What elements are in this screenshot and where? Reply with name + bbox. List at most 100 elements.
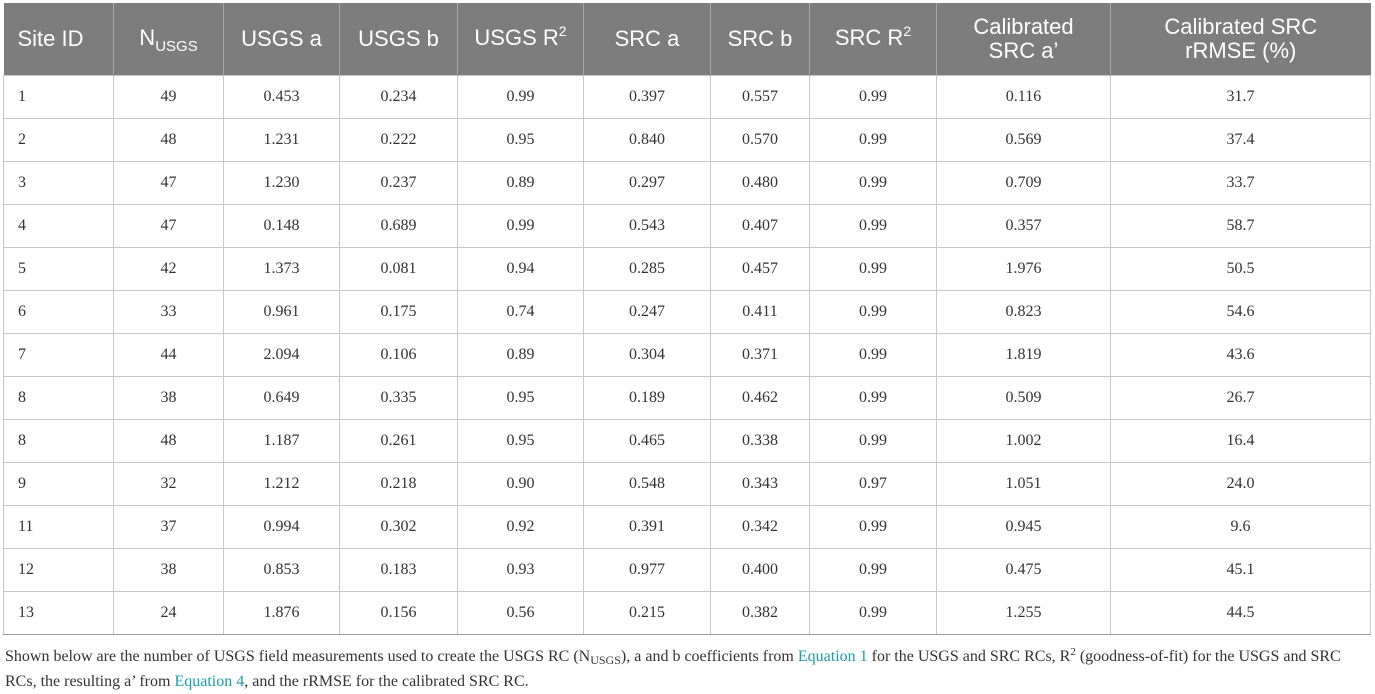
cell-src-a: 0.840	[583, 118, 711, 162]
header-usgs-a: USGS a	[223, 3, 340, 76]
header-src-a: SRC a	[583, 3, 711, 76]
header-usgs-b: USGS b	[339, 3, 458, 76]
cell-cal-a: 1.002	[936, 419, 1111, 463]
table-row: 8 48 1.187 0.261 0.95 0.465 0.338 0.99 1.002 16.4	[3, 419, 1371, 463]
cell-usgs-b: 0.218	[339, 462, 458, 506]
cell-src-a: 0.397	[583, 75, 711, 119]
cell-usgs-b: 0.081	[339, 247, 458, 291]
cell-src-a: 0.247	[583, 290, 711, 334]
cell-usgs-b: 0.175	[339, 290, 458, 334]
cell-usgs-b: 0.183	[339, 548, 458, 592]
table-row: 13 24 1.876 0.156 0.56 0.215 0.382 0.99 1.255 44.…	[3, 591, 1371, 635]
cell-src-r2: 0.97	[809, 462, 937, 506]
table-row: 4 47 0.148 0.689 0.99 0.543 0.407 0.99 0.357 58.7	[3, 204, 1371, 248]
cell-usgs-a: 0.148	[223, 204, 340, 248]
cell-cal-a: 0.116	[936, 75, 1111, 119]
cell-rrmse: 24.0	[1110, 462, 1371, 506]
cell-usgs-b: 0.156	[339, 591, 458, 635]
cell-usgs-r2: 0.99	[457, 204, 584, 248]
cell-usgs-b: 0.335	[339, 376, 458, 420]
cell-cal-a: 0.945	[936, 505, 1111, 549]
header-calibrated-src-a: Calibrated SRC a’	[936, 3, 1111, 76]
cell-site: 13	[3, 591, 114, 635]
cell-n: 49	[113, 75, 224, 119]
cell-rrmse: 50.5	[1110, 247, 1371, 291]
cell-src-r2: 0.99	[809, 548, 937, 592]
cell-site: 5	[3, 247, 114, 291]
cell-src-b: 0.462	[710, 376, 810, 420]
data-table: Site ID NUSGS USGS a USGS b USGS R2 SRC …	[3, 3, 1371, 635]
cell-src-a: 0.304	[583, 333, 711, 377]
cell-cal-a: 0.569	[936, 118, 1111, 162]
cell-n: 47	[113, 204, 224, 248]
cell-usgs-a: 0.853	[223, 548, 340, 592]
cell-src-a: 0.465	[583, 419, 711, 463]
cell-n: 48	[113, 118, 224, 162]
cell-src-a: 0.548	[583, 462, 711, 506]
cell-src-b: 0.343	[710, 462, 810, 506]
cell-rrmse: 54.6	[1110, 290, 1371, 334]
cell-n: 47	[113, 161, 224, 205]
cell-n: 42	[113, 247, 224, 291]
cell-n: 38	[113, 548, 224, 592]
cell-usgs-b: 0.689	[339, 204, 458, 248]
cell-site: 7	[3, 333, 114, 377]
cell-src-b: 0.407	[710, 204, 810, 248]
cell-src-a: 0.285	[583, 247, 711, 291]
header-usgs-r2: USGS R2	[457, 3, 584, 76]
cell-site: 1	[3, 75, 114, 119]
cell-usgs-r2: 0.90	[457, 462, 584, 506]
cell-usgs-b: 0.237	[339, 161, 458, 205]
cell-usgs-a: 1.231	[223, 118, 340, 162]
cell-site: 9	[3, 462, 114, 506]
cell-site: 6	[3, 290, 114, 334]
cell-usgs-a: 2.094	[223, 333, 340, 377]
cell-rrmse: 37.4	[1110, 118, 1371, 162]
cell-usgs-r2: 0.99	[457, 75, 584, 119]
table-row: 9 32 1.212 0.218 0.90 0.548 0.343 0.97 1.051 24.0	[3, 462, 1371, 506]
cell-usgs-r2: 0.89	[457, 333, 584, 377]
cell-src-b: 0.382	[710, 591, 810, 635]
cell-src-a: 0.543	[583, 204, 711, 248]
cell-src-b: 0.371	[710, 333, 810, 377]
table-row: 1 49 0.453 0.234 0.99 0.397 0.557 0.99 0.116 31.7	[3, 75, 1371, 119]
cell-src-b: 0.338	[710, 419, 810, 463]
cell-src-r2: 0.99	[809, 290, 937, 334]
cell-src-r2: 0.99	[809, 505, 937, 549]
table-caption: Shown below are the number of USGS field…	[5, 646, 1341, 690]
cell-cal-a: 1.976	[936, 247, 1111, 291]
cell-src-b: 0.480	[710, 161, 810, 205]
cell-src-b: 0.400	[710, 548, 810, 592]
cell-usgs-r2: 0.89	[457, 161, 584, 205]
cell-site: 11	[3, 505, 114, 549]
cell-cal-a: 0.475	[936, 548, 1111, 592]
cell-src-b: 0.570	[710, 118, 810, 162]
cell-src-a: 0.297	[583, 161, 711, 205]
cell-usgs-b: 0.261	[339, 419, 458, 463]
equation-4-link[interactable]: Equation 4	[174, 673, 245, 690]
cell-src-r2: 0.99	[809, 75, 937, 119]
equation-1-link[interactable]: Equation 1	[797, 648, 868, 665]
cell-cal-a: 1.051	[936, 462, 1111, 506]
table-row: 8 38 0.649 0.335 0.95 0.189 0.462 0.99 0.509 26.7	[3, 376, 1371, 420]
cell-src-b: 0.342	[710, 505, 810, 549]
cell-usgs-r2: 0.95	[457, 376, 584, 420]
cell-rrmse: 26.7	[1110, 376, 1371, 420]
header-src-r2: SRC R2	[809, 3, 937, 76]
cell-usgs-a: 0.961	[223, 290, 340, 334]
cell-usgs-r2: 0.56	[457, 591, 584, 635]
cell-rrmse: 44.5	[1110, 591, 1371, 635]
cell-site: 12	[3, 548, 114, 592]
cell-n: 48	[113, 419, 224, 463]
cell-cal-a: 0.357	[936, 204, 1111, 248]
cell-cal-a: 0.823	[936, 290, 1111, 334]
cell-cal-a: 1.819	[936, 333, 1111, 377]
cell-usgs-a: 0.994	[223, 505, 340, 549]
cell-site: 2	[3, 118, 114, 162]
cell-site: 3	[3, 161, 114, 205]
cell-usgs-r2: 0.95	[457, 118, 584, 162]
cell-usgs-a: 1.373	[223, 247, 340, 291]
table-row: 5 42 1.373 0.081 0.94 0.285 0.457 0.99 1.976 50.5	[3, 247, 1371, 291]
table-row: 12 38 0.853 0.183 0.93 0.977 0.400 0.99 0.475 45.…	[3, 548, 1371, 592]
cell-n: 24	[113, 591, 224, 635]
